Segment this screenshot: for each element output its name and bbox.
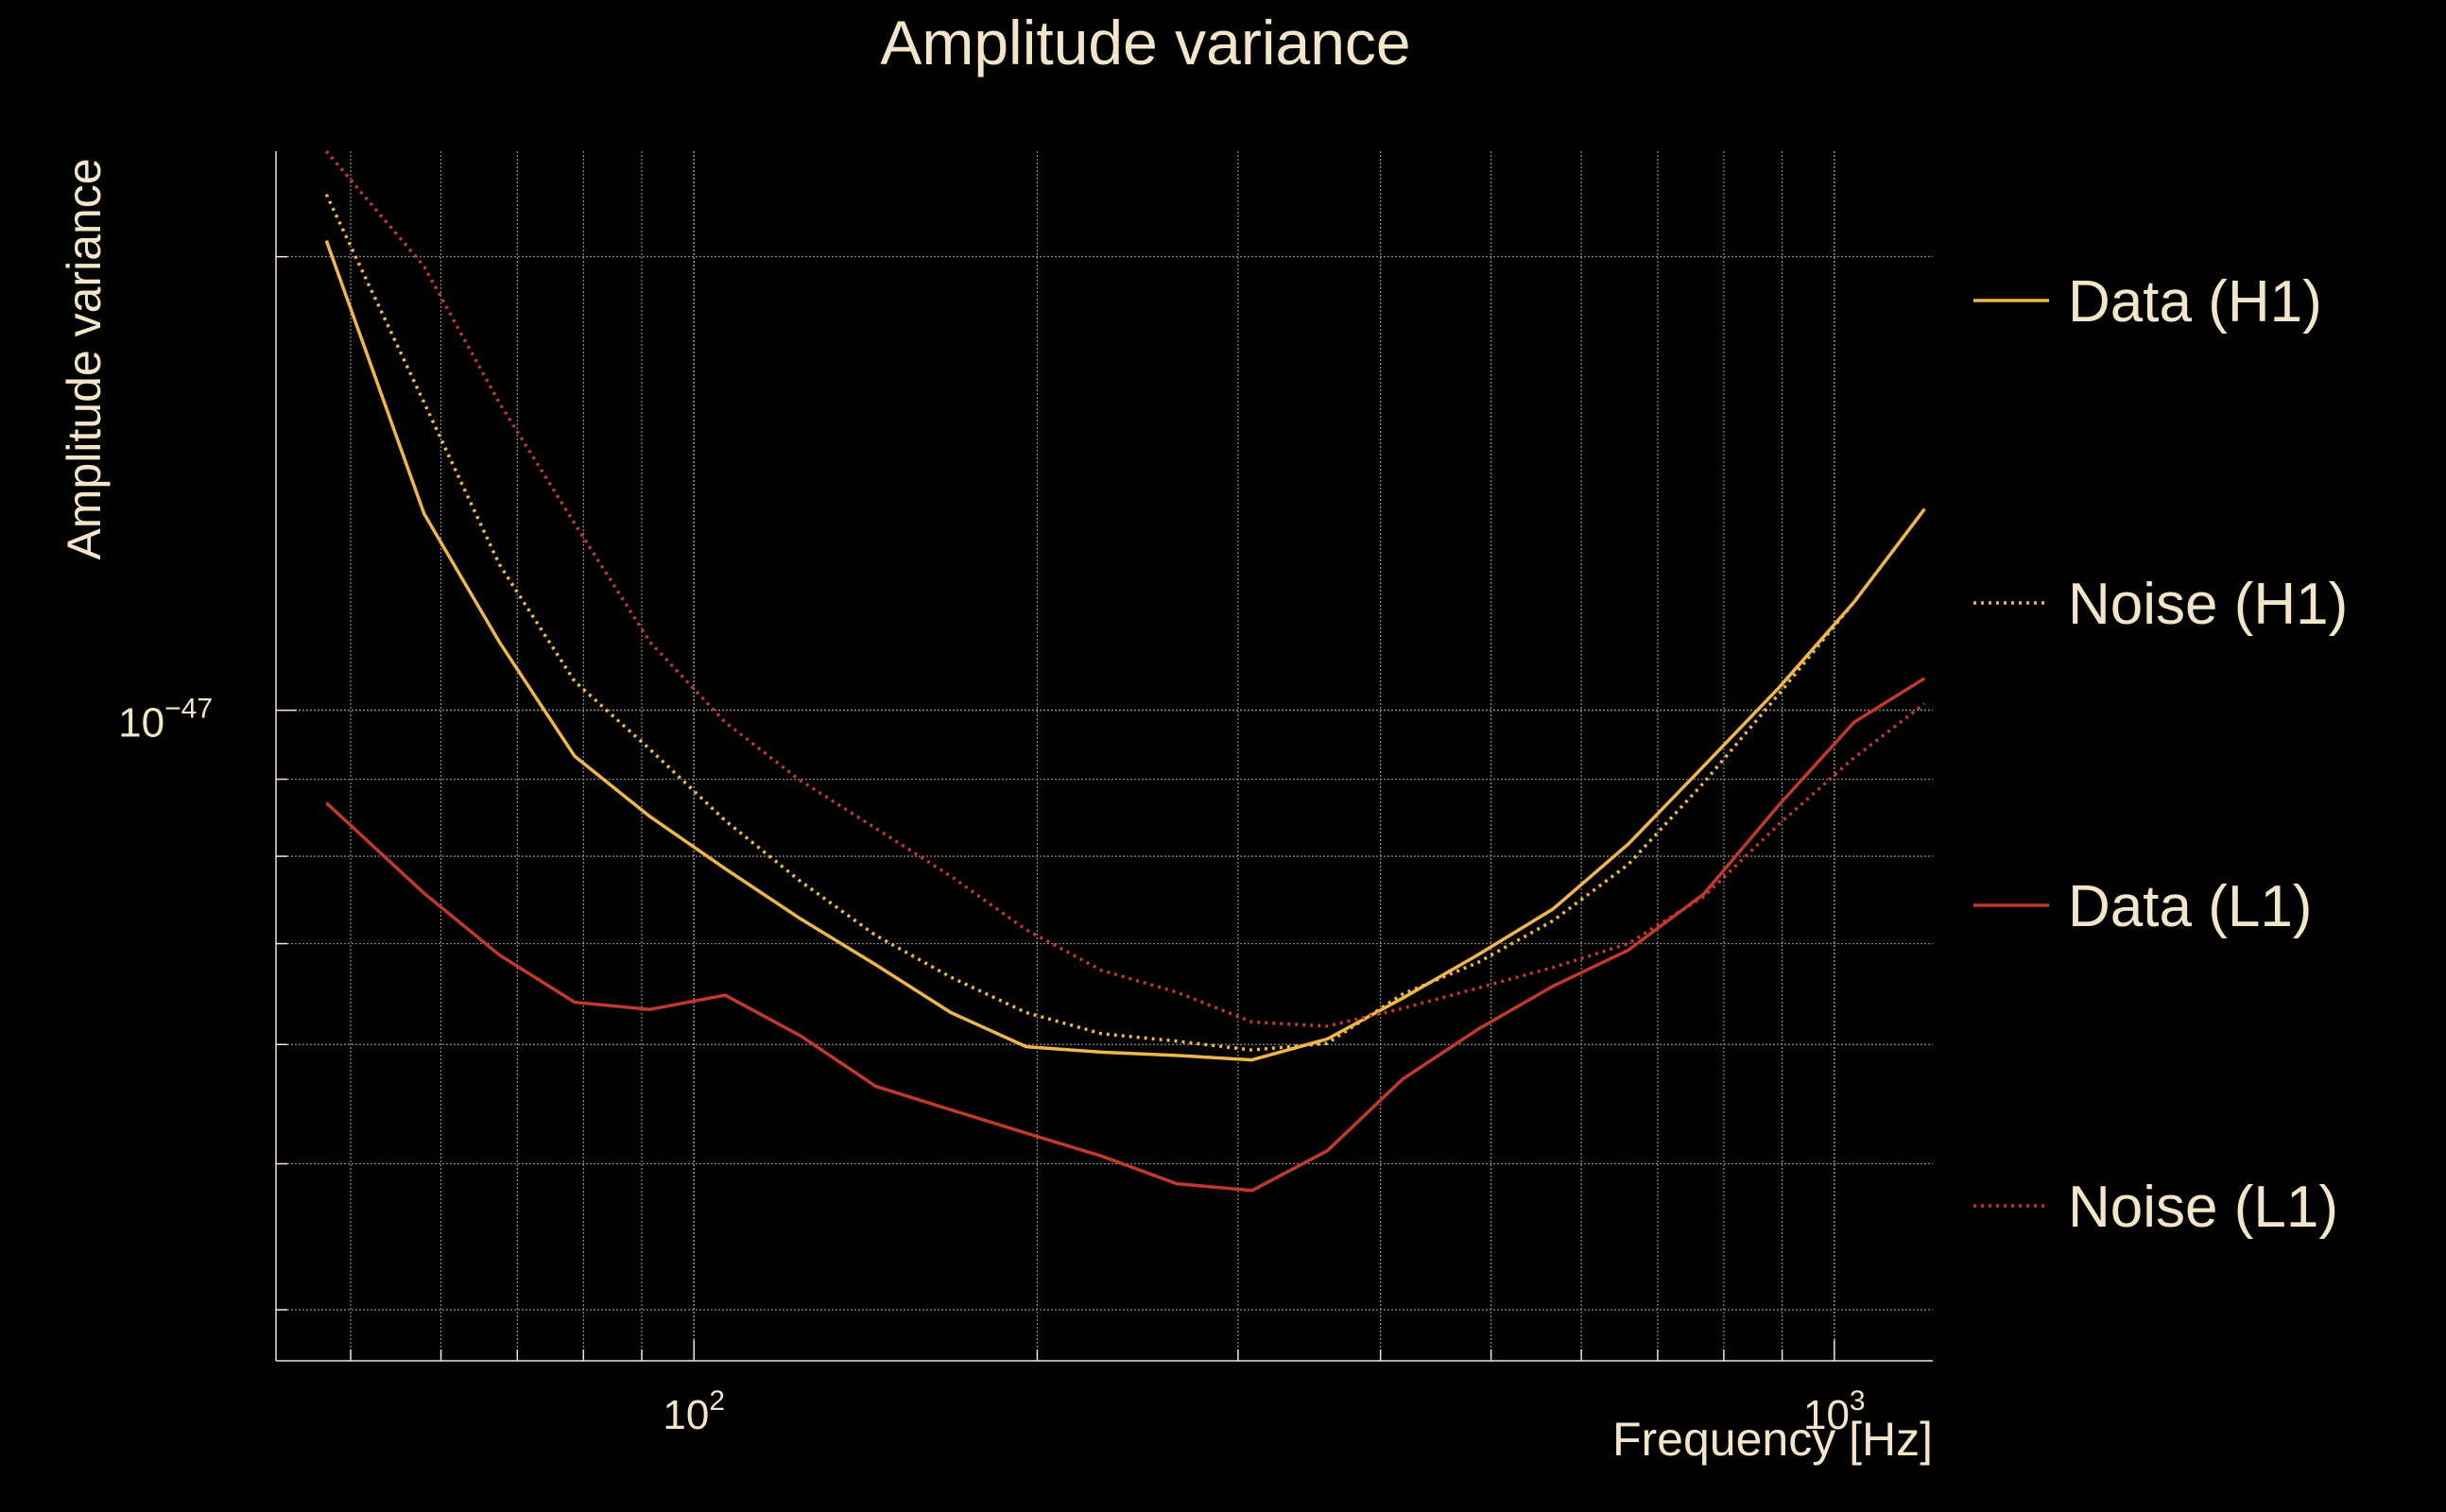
legend-label: Noise (H1) xyxy=(2068,572,2348,637)
grid xyxy=(276,151,1933,1361)
legend-label: Data (L1) xyxy=(2068,874,2312,939)
series-line-0 xyxy=(324,240,1926,1062)
y-axis-label: Amplitude variance xyxy=(58,158,111,559)
series-lines xyxy=(324,149,1926,1193)
y-tick-label: 10−47 xyxy=(118,694,213,747)
x-tick-label: 103 xyxy=(1803,1385,1866,1438)
legend-label: Noise (L1) xyxy=(2068,1175,2338,1240)
x-axis-label: Frequency [Hz] xyxy=(1612,1413,1933,1466)
legend-label: Data (H1) xyxy=(2068,269,2322,335)
legend: Data (H1) Noise (H1) Data (L1) Noise (L1) xyxy=(1973,269,2348,1240)
series-line-2 xyxy=(325,677,1926,1193)
chart-title: Amplitude variance xyxy=(880,8,1410,77)
tick-labels: 102 103 10−47 xyxy=(118,694,1865,1438)
axis-ticks xyxy=(276,255,1835,1361)
series-line-1 xyxy=(324,193,1926,1052)
x-tick-label: 102 xyxy=(663,1385,725,1438)
